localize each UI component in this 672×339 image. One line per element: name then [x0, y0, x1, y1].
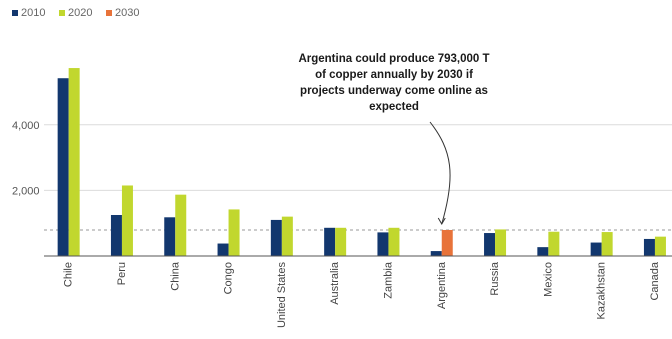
- annotation-arrowhead: [437, 217, 446, 225]
- bar-2020-united-states: [281, 216, 293, 256]
- bar-2010-russia: [484, 233, 496, 256]
- x-category-label: Russia: [489, 261, 501, 296]
- bar-2020-china: [175, 194, 187, 256]
- bar-2010-canada: [643, 238, 655, 256]
- annotation-arrow: [429, 121, 451, 225]
- bar-2020-mexico: [548, 231, 560, 256]
- x-category-label: Kazakhstan: [596, 262, 608, 319]
- bar-2010-congo: [217, 243, 229, 256]
- bar-2020-zambia: [388, 227, 400, 256]
- annotation-text-line: expected: [369, 101, 419, 113]
- x-category-label: Mexico: [542, 262, 554, 297]
- x-category-label: Australia: [329, 261, 341, 305]
- bar-2010-kazakhstan: [590, 242, 602, 256]
- bar-2010-chile: [57, 78, 69, 256]
- bar-2030-argentina: [441, 229, 453, 256]
- bar-2020-congo: [228, 209, 240, 256]
- x-category-label: Argentina: [436, 261, 448, 309]
- x-category-label: United States: [276, 262, 288, 329]
- bar-2010-zambia: [377, 232, 389, 256]
- annotation-text-line: projects underway come online as: [300, 85, 488, 97]
- bar-2010-united-states: [270, 219, 282, 256]
- legend-label-2030: 2030: [115, 7, 139, 19]
- x-category-label: Congo: [223, 262, 235, 294]
- annotation-text-line: Argentina could produce 793,000 T: [298, 53, 489, 65]
- bar-2010-australia: [324, 227, 336, 256]
- bar-2020-kazakhstan: [601, 232, 613, 256]
- annotation-text-line: of copper annually by 2030 if: [315, 69, 473, 81]
- x-category-label: Canada: [649, 261, 661, 300]
- bar-2020-canada: [654, 236, 666, 256]
- x-category-label: Zambia: [382, 261, 394, 299]
- bar-2010-mexico: [537, 247, 549, 256]
- legend-swatch-2020: [59, 10, 65, 16]
- bar-2010-china: [164, 217, 176, 256]
- x-category-label: China: [169, 261, 181, 291]
- x-category-label: Peru: [116, 262, 128, 285]
- legend-swatch-2030: [106, 10, 112, 16]
- bar-2020-peru: [121, 185, 133, 256]
- bar-2020-australia: [335, 227, 347, 256]
- y-tick-label: 4,000: [12, 120, 40, 132]
- legend-label-2010: 2010: [21, 7, 45, 19]
- y-tick-label: 2,000: [12, 185, 40, 197]
- legend-label-2020: 2020: [68, 7, 92, 19]
- x-category-label: Chile: [63, 262, 75, 287]
- bar-2020-russia: [495, 229, 507, 256]
- bar-2010-peru: [110, 215, 122, 256]
- legend-swatch-2010: [12, 10, 18, 16]
- bar-2010-argentina: [430, 251, 442, 256]
- bar-2020-chile: [68, 68, 80, 256]
